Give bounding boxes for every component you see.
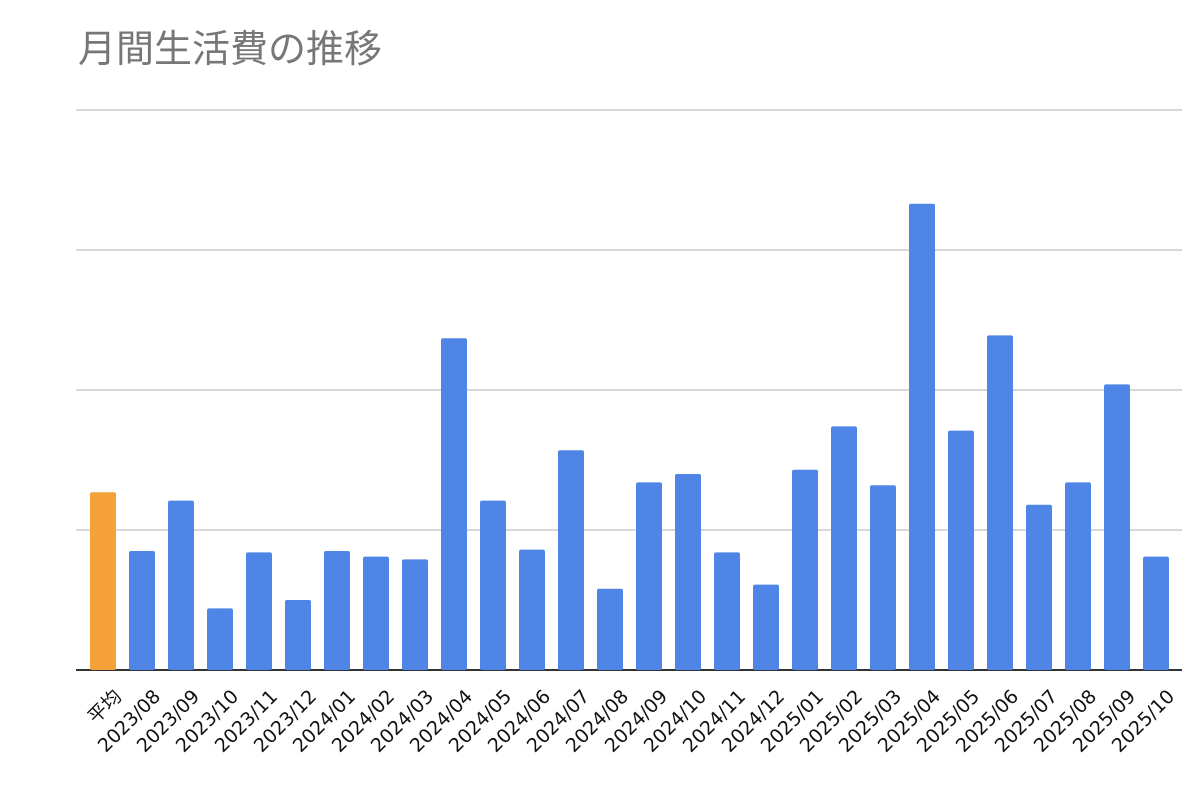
- bar: [714, 552, 740, 670]
- bar: [1026, 504, 1052, 670]
- bar: [441, 338, 467, 670]
- bar: [792, 469, 818, 670]
- bar: [129, 551, 155, 670]
- bar: [285, 600, 311, 670]
- bar: [558, 450, 584, 670]
- bar: [363, 556, 389, 670]
- bar: [402, 559, 428, 670]
- bar: [597, 588, 623, 670]
- bar: [753, 584, 779, 670]
- bar: [168, 500, 194, 670]
- bar: [519, 549, 545, 670]
- bar: [207, 608, 233, 670]
- bar: [480, 500, 506, 670]
- bar: [675, 474, 701, 670]
- bar: [246, 552, 272, 670]
- bar: [324, 551, 350, 670]
- bar: [1065, 482, 1091, 670]
- bar: [1104, 384, 1130, 670]
- bar: [90, 492, 116, 670]
- chart-title: 月間生活費の推移: [78, 27, 382, 71]
- bar: [636, 482, 662, 670]
- bar: [987, 335, 1013, 670]
- bar: [948, 430, 974, 670]
- bar: [831, 426, 857, 670]
- bar: [909, 203, 935, 671]
- bar: [1143, 556, 1169, 670]
- bar: [870, 485, 896, 670]
